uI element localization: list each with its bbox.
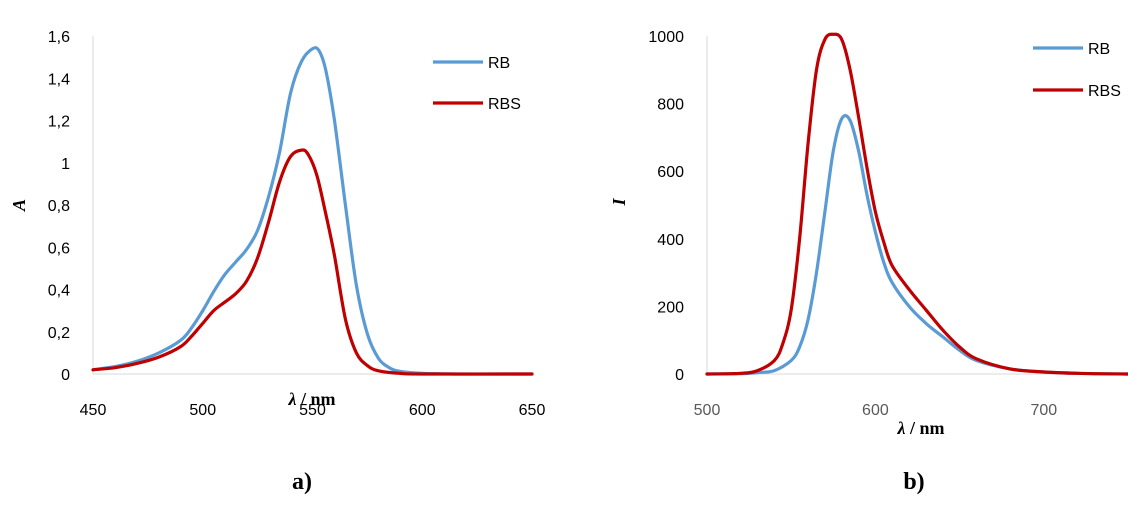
y-tick-label: 0: [675, 367, 684, 384]
y-axis-label: I: [609, 198, 629, 207]
series-lines: [91, 46, 534, 376]
panel-label: a): [292, 469, 312, 495]
y-tick-label: 1,6: [48, 29, 70, 46]
series-line-rbs: [91, 148, 534, 376]
y-tick-label: 1,4: [48, 71, 70, 88]
panel-label: b): [903, 469, 924, 495]
x-tick-label: 550: [299, 402, 326, 419]
x-tick-label: 450: [80, 402, 107, 419]
y-tick-label: 0,6: [48, 240, 70, 257]
chart-panel-b: 0 200 400 600 800 1000 500 600 700 RB RBS λ / nm…: [609, 29, 1128, 495]
series-lines: [705, 32, 1128, 376]
y-tick-labels: 0 200 400 600 800 1000: [648, 29, 684, 384]
x-axis-unit: / nm: [905, 418, 944, 438]
x-tick-label: 700: [1030, 402, 1057, 419]
y-tick-label: 0: [61, 367, 70, 384]
chart-panel-a: 00,20,40,60,811,21,41,6 450 500 550 600 650 …: [9, 29, 545, 495]
y-tick-label: 200: [657, 299, 684, 316]
series-line-rb: [705, 114, 1128, 376]
legend: RB RBS: [433, 55, 521, 113]
x-axis-symbol: λ: [896, 418, 905, 438]
x-tick-label: 500: [694, 402, 721, 419]
y-tick-label: 0,8: [48, 198, 70, 215]
y-tick-label: 1,2: [48, 114, 70, 131]
series-line-rbs: [705, 32, 1128, 376]
x-tick-label: 500: [189, 402, 216, 419]
y-tick-label: 1: [61, 156, 70, 173]
x-tick-label: 600: [409, 402, 436, 419]
legend-label-rb: RB: [1088, 41, 1110, 58]
x-tick-labels: 500 600 700: [694, 402, 1058, 419]
x-axis-label: λ / nm: [287, 389, 335, 409]
y-tick-label: 400: [657, 232, 684, 249]
y-tick-label: 1000: [648, 29, 684, 46]
y-axis-label: A: [9, 199, 29, 212]
x-tick-label: 600: [862, 402, 889, 419]
y-tick-label: 0,2: [48, 325, 70, 342]
x-axis-symbol: λ: [287, 389, 296, 409]
y-tick-label: 600: [657, 164, 684, 181]
legend-label-rbs: RBS: [488, 96, 521, 113]
x-axis-label: λ / nm: [896, 418, 944, 438]
legend-label-rb: RB: [488, 55, 510, 72]
y-tick-labels: 0 0,2 0,4 0,6 0,8 1 1,2 1,4 1,6: [48, 29, 70, 384]
series-line-rb: [91, 46, 534, 376]
y-tick-label: 0,4: [48, 283, 70, 300]
x-tick-label: 650: [519, 402, 546, 419]
legend: RB RBS: [1033, 41, 1121, 100]
x-axis-unit: / nm: [296, 389, 335, 409]
legend-label-rbs: RBS: [1088, 83, 1121, 100]
x-tick-labels: 450 500 550 600 650: [80, 402, 546, 419]
y-tick-label: 800: [657, 97, 684, 114]
